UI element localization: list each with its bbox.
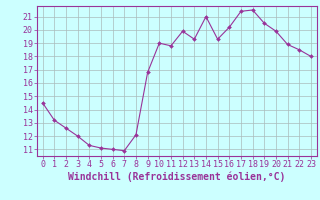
X-axis label: Windchill (Refroidissement éolien,°C): Windchill (Refroidissement éolien,°C) xyxy=(68,172,285,182)
